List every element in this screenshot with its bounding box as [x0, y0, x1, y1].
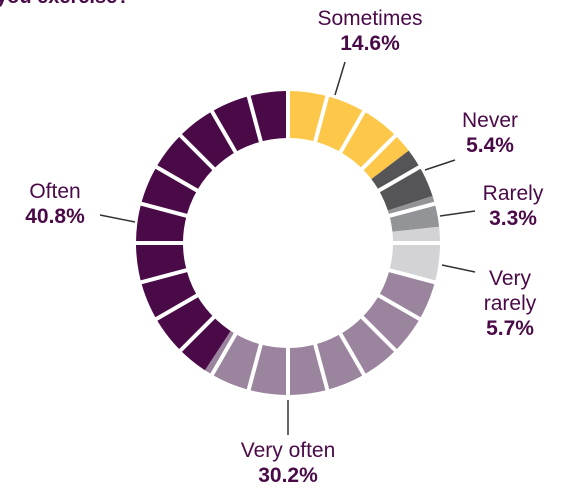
- category-name: Sometimes: [317, 7, 423, 30]
- segment-gap: [209, 108, 239, 155]
- category-name: Never: [461, 109, 519, 132]
- segment-gap: [153, 164, 200, 194]
- segment-gap: [376, 164, 423, 194]
- segment-gap: [312, 93, 330, 145]
- donut-slice: [389, 226, 440, 281]
- leader-line: [99, 214, 136, 223]
- segment-gap: [177, 314, 217, 354]
- slice-label: Often 40.8%: [5, 179, 105, 230]
- value-label: 14.6%: [340, 32, 400, 55]
- value-label: 5.7%: [486, 317, 534, 340]
- segment-gap: [153, 292, 200, 322]
- segment-gap: [337, 108, 367, 155]
- slice-label: Very rarely 5.7%: [470, 266, 550, 342]
- slice-label: Very often 30.2%: [208, 438, 368, 489]
- segment-gap: [386, 201, 438, 219]
- leader-line: [334, 61, 346, 96]
- leader-line: [441, 264, 476, 273]
- category-name: Rarely: [482, 182, 544, 205]
- segment-gap: [359, 314, 399, 354]
- chart-title: you exercise?: [0, 0, 129, 9]
- segment-gap: [138, 267, 190, 285]
- slice-label: Never 5.4%: [440, 108, 540, 159]
- donut-slice: [371, 150, 433, 211]
- leader-line: [424, 159, 456, 171]
- segment-gap: [386, 267, 438, 285]
- segment-gap: [359, 132, 399, 172]
- segment-gap: [246, 93, 264, 145]
- value-label: 3.3%: [489, 207, 537, 230]
- slice-label: Sometimes 14.6%: [290, 6, 450, 57]
- value-label: 30.2%: [258, 464, 318, 487]
- donut-slice: [204, 269, 436, 395]
- segment-gap: [209, 331, 239, 378]
- category-name: Very often: [240, 439, 336, 462]
- segment-gap: [376, 292, 423, 322]
- leader-line: [439, 210, 476, 217]
- segment-gap: [138, 201, 190, 219]
- segment-gap: [312, 341, 330, 393]
- segment-gap: [246, 341, 264, 393]
- donut-slice: [135, 91, 288, 371]
- value-label: 5.4%: [466, 134, 514, 157]
- segment-gap: [177, 132, 217, 172]
- category-name: Very rarely: [483, 267, 537, 315]
- value-label: 40.8%: [25, 205, 85, 228]
- segment-gap: [337, 331, 367, 378]
- category-name: Often: [29, 180, 81, 203]
- slice-label: Rarely 3.3%: [463, 181, 563, 232]
